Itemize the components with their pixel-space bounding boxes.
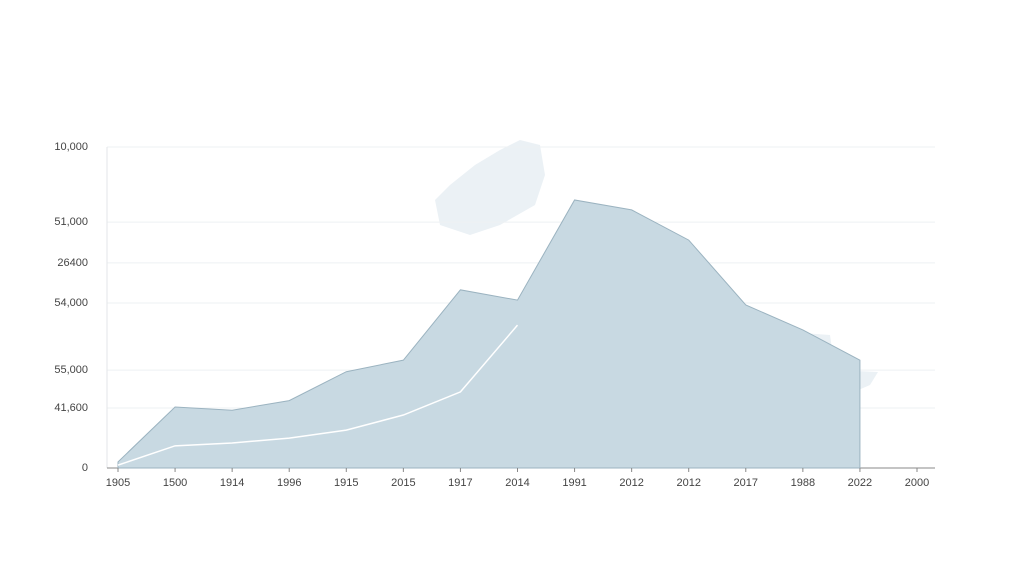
x-tick-label: 2012	[619, 477, 643, 489]
x-tick-label: 1988	[791, 477, 815, 489]
y-tick-label: 10,000	[54, 141, 88, 153]
x-tick-label: 2014	[505, 477, 529, 489]
x-tick-label: 1991	[562, 477, 586, 489]
map-shape	[435, 140, 545, 235]
x-tick-label: 1905	[106, 477, 130, 489]
y-tick-label: 55,000	[54, 364, 88, 376]
y-tick-label: 41,600	[54, 402, 88, 414]
x-tick-label: 2012	[676, 477, 700, 489]
x-tick-label: 1500	[163, 477, 187, 489]
line	[117, 324, 519, 466]
x-tick-label: 2015	[391, 477, 415, 489]
y-tick-label: 0	[82, 462, 88, 474]
x-tick-label: 1915	[334, 477, 358, 489]
x-tick-label: 2000	[905, 477, 929, 489]
y-tick-label: 54,000	[54, 297, 88, 309]
x-tick-label: 2017	[734, 477, 758, 489]
x-tick-label: 1996	[277, 477, 301, 489]
x-tick-label: 1914	[220, 477, 244, 489]
area	[117, 199, 861, 469]
x-tick-label: 2022	[848, 477, 872, 489]
y-tick-label: 51,000	[54, 216, 88, 228]
y-tick-label: 26400	[57, 257, 88, 269]
x-tick-label: 1917	[448, 477, 472, 489]
